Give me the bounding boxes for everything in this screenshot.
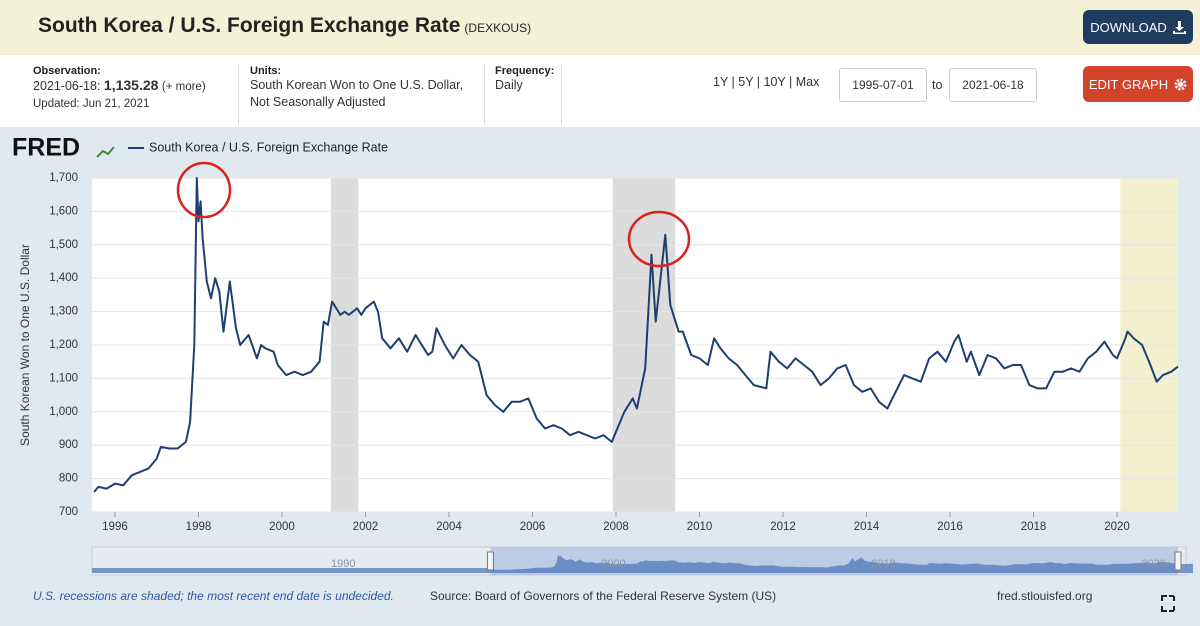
navigator-handle[interactable] bbox=[1174, 551, 1182, 571]
observation-line: 2021-06-18: 1,135.28 (+ more) bbox=[33, 77, 206, 96]
units-text: South Korean Won to One U.S. Dollar, bbox=[250, 78, 464, 92]
x-tick-label: 2002 bbox=[353, 521, 379, 533]
header: South Korea / U.S. Foreign Exchange Rate… bbox=[0, 0, 1200, 55]
logo: FRED bbox=[12, 134, 80, 162]
y-tick-label: 1,700 bbox=[49, 172, 78, 184]
gear-icon bbox=[1174, 78, 1187, 90]
series-id: (DEXKOUS) bbox=[464, 21, 532, 35]
footer-source: Source: Board of Governors of the Federa… bbox=[430, 589, 776, 603]
download-text: DOWNLOAD bbox=[1090, 19, 1167, 35]
y-tick-label: 1,500 bbox=[49, 239, 78, 251]
edit-graph-button[interactable]: EDIT GRAPH bbox=[1083, 66, 1193, 102]
label: Frequency: bbox=[495, 65, 555, 77]
x-tick-label: 2012 bbox=[770, 521, 796, 533]
start-date[interactable]: 1995-07-01 bbox=[839, 68, 927, 102]
navigator-label: 2000 bbox=[601, 558, 625, 570]
separator bbox=[238, 63, 239, 125]
footer-note: U.S. recessions are shaded; the most rec… bbox=[33, 589, 394, 603]
y-tick-label: 700 bbox=[59, 506, 78, 518]
y-tick-label: 800 bbox=[59, 473, 78, 485]
navigator-label: 2010 bbox=[871, 558, 895, 570]
x-tick-label: 2010 bbox=[687, 521, 713, 533]
y-tick-label: 1,200 bbox=[49, 339, 78, 351]
separator bbox=[561, 63, 562, 125]
to-text: to bbox=[932, 78, 943, 92]
value: 1,135.28 bbox=[103, 77, 159, 93]
y-tick-label: 1,000 bbox=[49, 406, 78, 418]
y-tick-label: 900 bbox=[59, 439, 78, 451]
download-icon bbox=[1172, 20, 1186, 34]
logo-icon bbox=[96, 146, 115, 158]
x-tick-label: 2000 bbox=[269, 521, 295, 533]
navigator-area bbox=[92, 554, 1193, 573]
more-link[interactable]: (+ more) bbox=[161, 81, 206, 93]
x-tick-label: 1996 bbox=[102, 521, 128, 533]
navigator-label: 1990 bbox=[331, 558, 355, 570]
x-tick-label: 2018 bbox=[1021, 521, 1047, 533]
updated: Updated: Jun 21, 2021 bbox=[33, 98, 150, 110]
chart: FRED South Korea / U.S. Foreign Exchange… bbox=[0, 127, 1200, 626]
y-tick-label: 1,600 bbox=[49, 205, 78, 217]
separator bbox=[484, 63, 485, 125]
annotation-circle bbox=[627, 210, 691, 268]
page-title: South Korea / U.S. Foreign Exchange Rate… bbox=[38, 14, 531, 38]
data-layer: 700 800 900 1,000 1,100 1,200 1,300 1,400 1,500 1… bbox=[49, 172, 1179, 533]
observation: Observation: 2021-06-18: 1,135.28 (+ mor… bbox=[33, 65, 206, 113]
annotation-circle bbox=[176, 161, 232, 219]
end-date[interactable]: 2021-06-18 bbox=[949, 68, 1037, 102]
fullscreen-icon[interactable] bbox=[1161, 595, 1175, 612]
x-tick-label: 2020 bbox=[1104, 521, 1130, 533]
navigator-layer: 1990 2000 2010 2020 bbox=[92, 547, 1193, 575]
title-text: South Korea / U.S. Foreign Exchange Rate bbox=[38, 14, 461, 37]
y-tick-label: 1,100 bbox=[49, 372, 78, 384]
label: Observation: bbox=[33, 65, 101, 77]
label: Units: bbox=[250, 65, 282, 77]
x-tick-label: 1998 bbox=[186, 521, 212, 533]
x-tick-label: 2008 bbox=[603, 521, 629, 533]
x-tick-label: 2016 bbox=[937, 521, 963, 533]
y-tick-label: 1,400 bbox=[49, 272, 78, 284]
x-tick-label: 2014 bbox=[854, 521, 880, 533]
info-bar: Observation: 2021-06-18: 1,135.28 (+ mor… bbox=[0, 55, 1200, 127]
x-tick-label: 2004 bbox=[436, 521, 462, 533]
frequency-text: Daily bbox=[495, 78, 523, 92]
series-line bbox=[93, 177, 1179, 493]
footer-site: fred.stlouisfed.org bbox=[997, 589, 1092, 603]
download-button[interactable]: DOWNLOAD bbox=[1083, 10, 1193, 44]
y-axis-label: South Korean Won to One U.S. Dollar bbox=[18, 244, 32, 446]
units-text: Not Seasonally Adjusted bbox=[250, 95, 386, 109]
edit-text: EDIT GRAPH bbox=[1088, 76, 1169, 92]
range-buttons[interactable]: 1Y | 5Y | 10Y | Max bbox=[713, 75, 820, 89]
navigator-label: 2020 bbox=[1141, 558, 1165, 570]
legend-label: South Korea / U.S. Foreign Exchange Rate bbox=[149, 140, 388, 154]
x-tick-label: 2006 bbox=[520, 521, 546, 533]
units: Units: South Korean Won to One U.S. Doll… bbox=[250, 65, 463, 111]
frequency: Frequency: Daily bbox=[495, 65, 554, 94]
date: 2021-06-18: bbox=[33, 79, 101, 93]
shading-layer bbox=[92, 177, 1178, 513]
y-tick-label: 1,300 bbox=[49, 306, 78, 318]
navigator-handle[interactable] bbox=[486, 551, 494, 571]
